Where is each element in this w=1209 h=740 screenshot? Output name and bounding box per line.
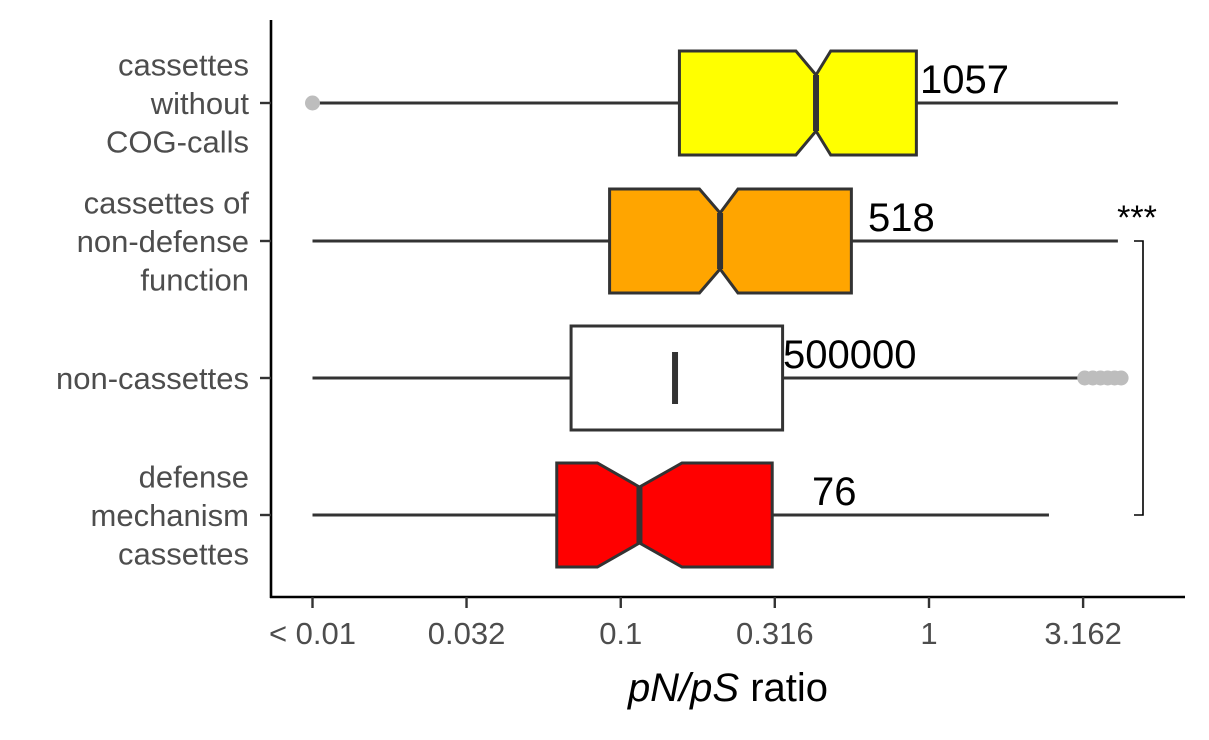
x-tick-label: 3.162	[1044, 616, 1122, 651]
category-label: cassettes of	[84, 186, 250, 221]
significance-bracket	[1134, 240, 1144, 516]
category-label: without	[150, 86, 250, 121]
category-label: cassettes	[118, 537, 249, 572]
x-axis-title: pN/pS ratio	[627, 666, 828, 710]
plot-area: 1057 518 500000 76 ***	[305, 49, 1157, 569]
x-tick-label: 0.032	[428, 616, 506, 651]
count-label: 1057	[920, 58, 1009, 102]
outlier-point	[1113, 370, 1129, 386]
count-label: 76	[812, 470, 857, 514]
count-label: 518	[868, 196, 935, 240]
significance-label: ***	[1117, 199, 1157, 237]
category-label: COG-calls	[106, 125, 249, 160]
category-label: non-cassettes	[56, 361, 249, 396]
x-tick-label: < 0.01	[269, 616, 356, 651]
x-tick-label: 0.316	[736, 616, 814, 651]
x-tick-label: 1	[920, 616, 937, 651]
category-label: non-defense	[77, 224, 249, 259]
x-axis-title-italic: pN/pS	[627, 666, 739, 710]
category-label: cassettes	[118, 48, 249, 83]
x-tick-label: 0.1	[599, 616, 642, 651]
outlier-point	[305, 95, 320, 111]
category-label: defense	[139, 460, 249, 495]
box	[677, 49, 918, 157]
category-label: mechanism	[91, 498, 250, 533]
box	[555, 461, 774, 569]
box	[608, 187, 853, 295]
count-label: 500000	[783, 333, 916, 377]
x-axis-title-rest: ratio	[739, 666, 828, 710]
category-label: function	[140, 263, 249, 298]
